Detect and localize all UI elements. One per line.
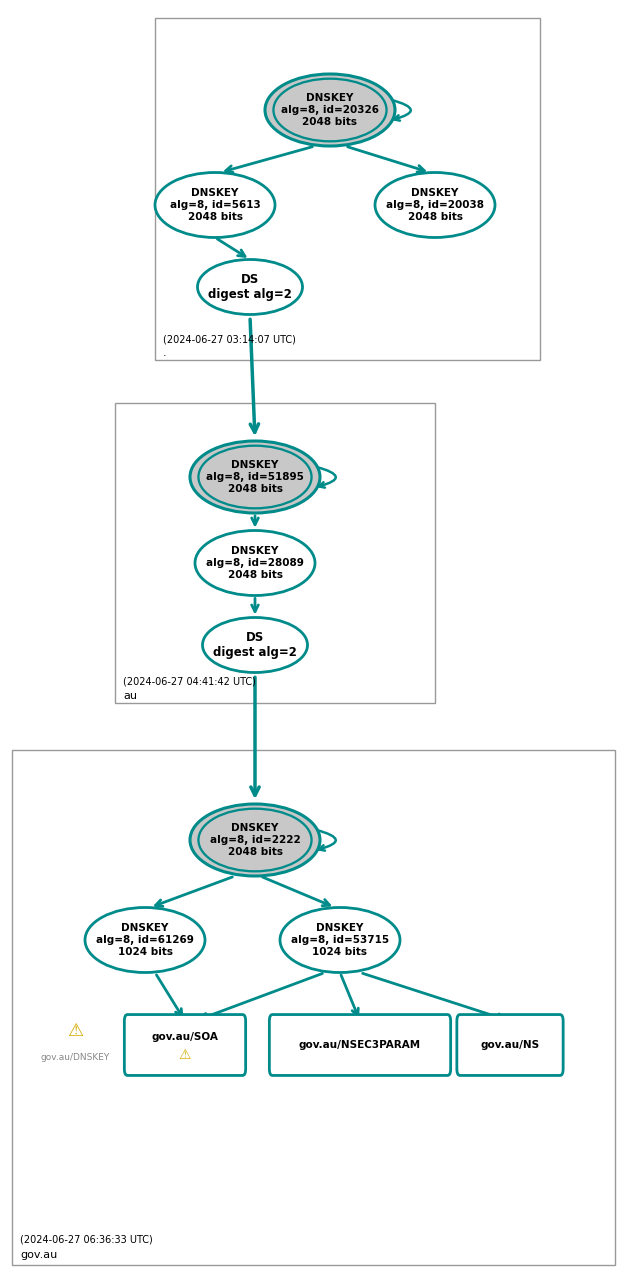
- Ellipse shape: [155, 173, 275, 237]
- Ellipse shape: [85, 908, 205, 972]
- Text: DNSKEY
alg=8, id=20326
2048 bits: DNSKEY alg=8, id=20326 2048 bits: [281, 94, 379, 126]
- Text: DNSKEY
alg=8, id=28089
2048 bits: DNSKEY alg=8, id=28089 2048 bits: [206, 546, 304, 580]
- Ellipse shape: [198, 259, 303, 314]
- FancyBboxPatch shape: [125, 1015, 246, 1075]
- Text: (2024-06-27 06:36:33 UTC): (2024-06-27 06:36:33 UTC): [20, 1235, 153, 1245]
- Ellipse shape: [199, 446, 311, 509]
- Text: DNSKEY
alg=8, id=20038
2048 bits: DNSKEY alg=8, id=20038 2048 bits: [386, 188, 484, 222]
- Text: DS
digest alg=2: DS digest alg=2: [208, 273, 292, 301]
- Text: gov.au/NS: gov.au/NS: [481, 1039, 540, 1050]
- Text: gov.au/DNSKEY: gov.au/DNSKEY: [40, 1052, 109, 1061]
- Text: ⚠: ⚠: [67, 1021, 83, 1039]
- Text: .: .: [163, 348, 167, 358]
- Bar: [12, 750, 615, 1265]
- Text: DNSKEY
alg=8, id=5613
2048 bits: DNSKEY alg=8, id=5613 2048 bits: [170, 188, 260, 222]
- Text: (2024-06-27 03:14:07 UTC): (2024-06-27 03:14:07 UTC): [163, 334, 296, 344]
- Ellipse shape: [265, 73, 395, 146]
- Ellipse shape: [195, 531, 315, 595]
- Text: au: au: [123, 690, 137, 701]
- Ellipse shape: [274, 79, 387, 142]
- Text: DS
digest alg=2: DS digest alg=2: [213, 631, 297, 659]
- Text: gov.au: gov.au: [20, 1249, 57, 1260]
- Text: (2024-06-27 04:41:42 UTC): (2024-06-27 04:41:42 UTC): [123, 677, 256, 687]
- Text: DNSKEY
alg=8, id=2222
2048 bits: DNSKEY alg=8, id=2222 2048 bits: [209, 823, 301, 857]
- Bar: [155, 18, 540, 361]
- Ellipse shape: [203, 617, 308, 672]
- Ellipse shape: [190, 440, 320, 513]
- Text: gov.au/SOA: gov.au/SOA: [152, 1032, 218, 1042]
- Ellipse shape: [190, 804, 320, 876]
- Ellipse shape: [199, 809, 311, 871]
- FancyBboxPatch shape: [269, 1015, 450, 1075]
- Text: ⚠: ⚠: [179, 1048, 191, 1063]
- Ellipse shape: [375, 173, 495, 237]
- Text: gov.au/NSEC3PARAM: gov.au/NSEC3PARAM: [299, 1039, 421, 1050]
- Text: DNSKEY
alg=8, id=51895
2048 bits: DNSKEY alg=8, id=51895 2048 bits: [206, 460, 304, 493]
- FancyBboxPatch shape: [457, 1015, 563, 1075]
- Text: DNSKEY
alg=8, id=61269
1024 bits: DNSKEY alg=8, id=61269 1024 bits: [96, 923, 194, 957]
- Bar: [115, 403, 435, 703]
- Ellipse shape: [280, 908, 400, 972]
- Text: DNSKEY
alg=8, id=53715
1024 bits: DNSKEY alg=8, id=53715 1024 bits: [291, 923, 389, 957]
